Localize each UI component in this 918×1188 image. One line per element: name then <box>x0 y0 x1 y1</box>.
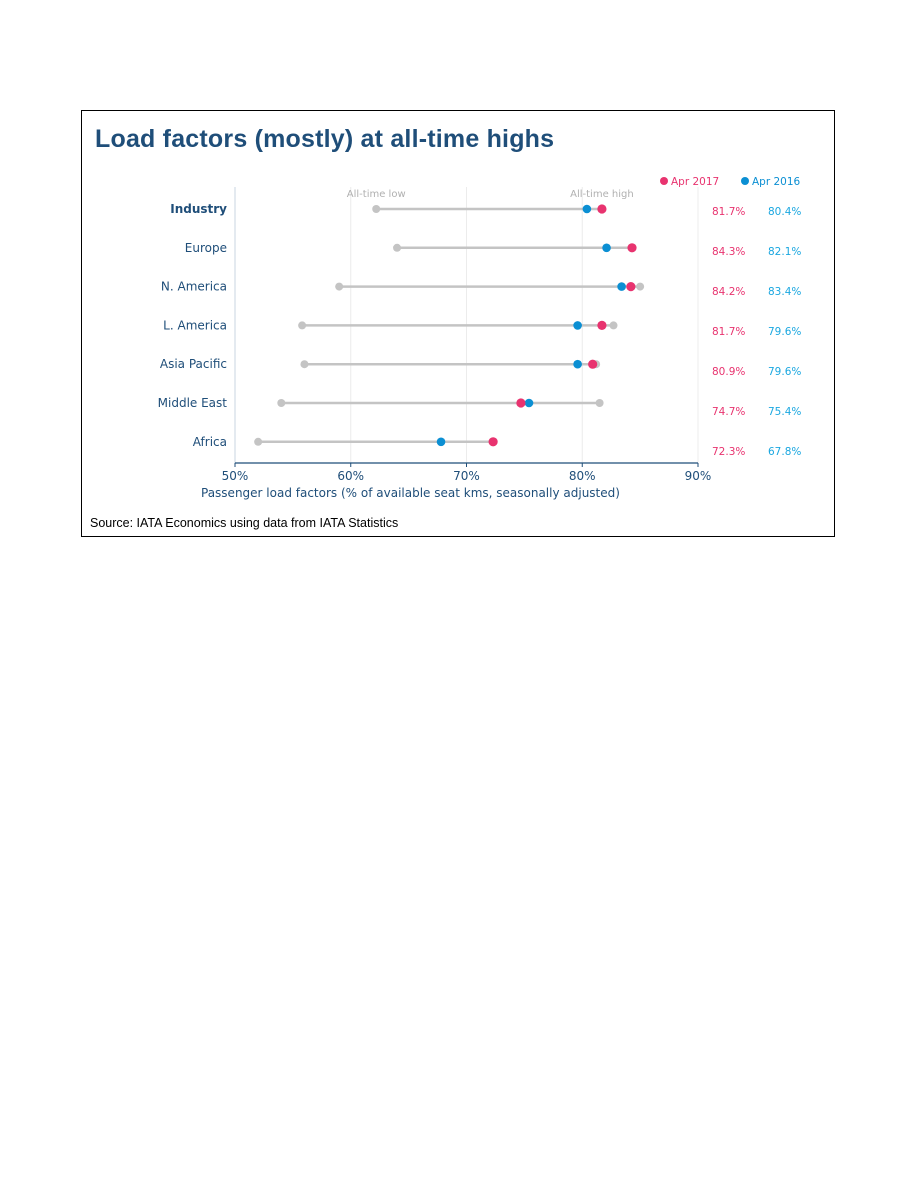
row-industry: Industry 81.7% 80.4% <box>170 202 801 218</box>
apr-2016-point <box>573 321 582 330</box>
apr-2016-value: 67.8% <box>768 446 801 458</box>
legend-marker-apr-2016 <box>741 177 749 185</box>
apr-2016-point <box>573 359 582 369</box>
apr-2017-point <box>597 320 607 330</box>
category-label: Africa <box>193 435 227 449</box>
dot-range-chart: 50% 60% 70% 80% 90% Passenger load factors (… <box>158 176 802 500</box>
x-axis-title: Passenger load factors (% of available s… <box>201 486 620 500</box>
legend-label-apr-2016: Apr 2016 <box>752 176 801 188</box>
apr-2017-point <box>588 359 598 369</box>
chart-rows: Industry 81.7% 80.4% Europe 84.3% 82.1% N. Ame… <box>158 202 802 458</box>
chart-title: Load factors (mostly) at all-time highs <box>95 125 555 153</box>
tick-label-90: 90% <box>685 469 712 483</box>
apr-2016-point <box>617 282 626 291</box>
x-axis-ticks: 50% 60% 70% 80% 90% <box>222 463 712 483</box>
tick-label-70: 70% <box>453 469 480 483</box>
all-time-low-point <box>254 437 263 446</box>
row-n-america: N. America 84.2% 83.4% <box>161 280 801 298</box>
apr-2016-value: 80.4% <box>768 206 801 218</box>
legend-marker-apr-2017 <box>660 177 668 185</box>
apr-2016-point <box>582 204 592 214</box>
row-asia-pacific: Asia Pacific 80.9% 79.6% <box>160 357 801 378</box>
apr-2017-point <box>627 243 637 253</box>
tick-label-50: 50% <box>222 469 249 483</box>
category-label: Asia Pacific <box>160 357 227 371</box>
category-label: Industry <box>170 202 227 216</box>
row-l-america: L. America 81.7% 79.6% <box>163 318 801 338</box>
source-note: Source: IATA Economics using data from I… <box>90 516 399 530</box>
legend-label-apr-2017: Apr 2017 <box>671 176 719 188</box>
all-time-low-point <box>335 282 344 291</box>
apr-2016-value: 83.4% <box>768 286 801 298</box>
apr-2016-point <box>524 398 534 408</box>
apr-2017-value: 84.3% <box>712 246 745 258</box>
apr-2017-point <box>597 204 607 214</box>
apr-2017-value: 81.7% <box>712 326 745 338</box>
category-label: Europe <box>185 241 227 255</box>
apr-2017-point <box>488 437 498 447</box>
apr-2017-point <box>516 398 526 408</box>
slide-frame: Load factors (mostly) at all-time highs … <box>81 110 835 537</box>
apr-2017-value: 72.3% <box>712 446 745 458</box>
apr-2016-point <box>436 437 446 447</box>
apr-2016-value: 79.6% <box>768 326 801 338</box>
row-africa: Africa 72.3% 67.8% <box>193 435 802 458</box>
category-label: L. America <box>163 318 227 332</box>
all-time-low-point <box>277 399 286 407</box>
all-time-low-point <box>372 205 381 213</box>
apr-2016-value: 82.1% <box>768 246 801 258</box>
apr-2016-value: 79.6% <box>768 366 801 378</box>
apr-2017-point <box>626 282 636 292</box>
row-middle-east: Middle East 74.7% 75.4% <box>158 396 802 418</box>
tick-label-80: 80% <box>569 469 596 483</box>
category-label: Middle East <box>158 396 228 410</box>
apr-2016-point <box>602 243 611 253</box>
all-time-low-point <box>393 243 402 252</box>
all-time-low-annotation: All-time low <box>347 189 406 200</box>
all-time-high-point <box>636 282 645 291</box>
all-time-low-point <box>298 321 307 330</box>
category-label: N. America <box>161 280 227 294</box>
apr-2017-value: 74.7% <box>712 406 745 418</box>
apr-2017-value: 81.7% <box>712 206 745 218</box>
all-time-high-annotation: All-time high <box>570 189 634 200</box>
row-europe: Europe 84.3% 82.1% <box>185 241 802 258</box>
legend: Apr 2017 Apr 2016 <box>660 176 801 188</box>
tick-label-60: 60% <box>337 469 364 483</box>
all-time-high-point <box>609 321 618 330</box>
all-time-low-point <box>300 360 309 369</box>
apr-2017-value: 80.9% <box>712 366 745 378</box>
apr-2016-value: 75.4% <box>768 406 801 418</box>
apr-2017-value: 84.2% <box>712 286 745 298</box>
all-time-high-point <box>595 399 604 407</box>
